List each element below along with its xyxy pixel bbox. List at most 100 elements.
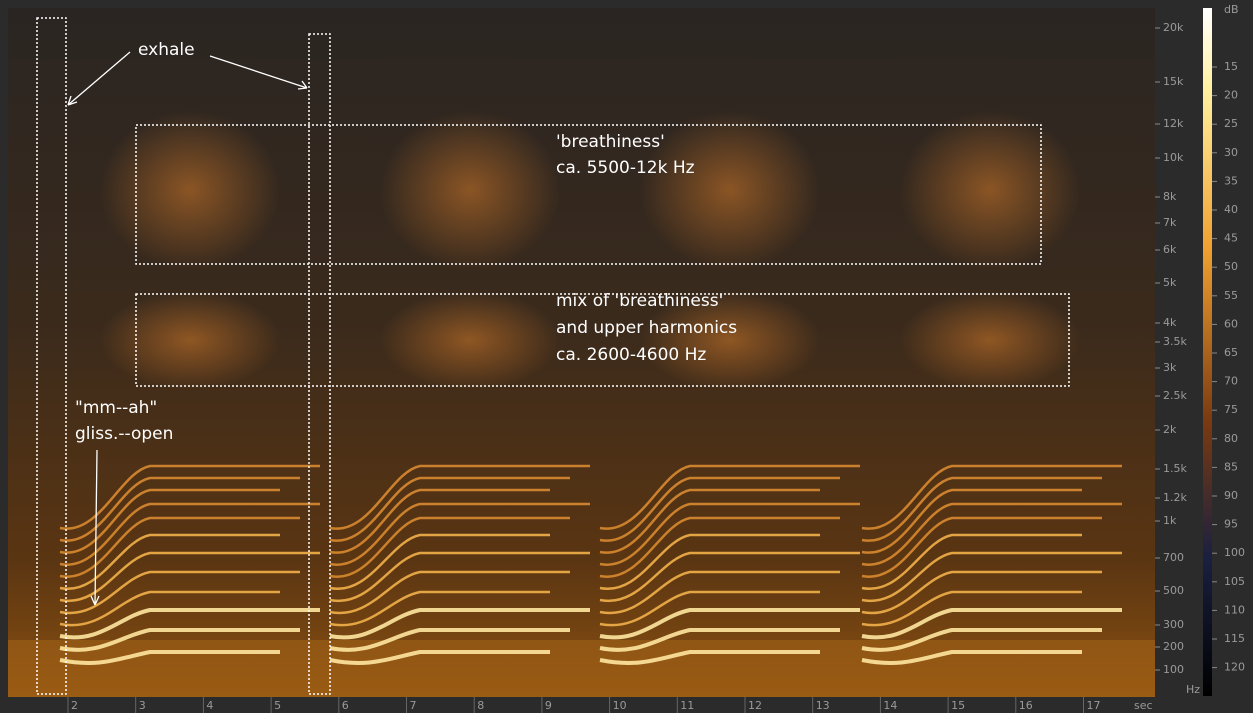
db-tick-label: 60 xyxy=(1224,317,1238,330)
annotation: and upper harmonics xyxy=(556,318,737,338)
db-tick-label: 90 xyxy=(1224,489,1238,502)
harmonic xyxy=(861,650,1082,665)
harmonic xyxy=(329,533,550,590)
harmonic xyxy=(599,516,840,578)
harmonic xyxy=(329,608,590,640)
db-tick-label: 30 xyxy=(1224,146,1238,159)
harmonic xyxy=(59,650,280,665)
harmonic xyxy=(329,551,590,603)
y-tick-label: 4k xyxy=(1163,316,1177,329)
annotation: 'breathiness' xyxy=(556,132,665,152)
db-unit: dB xyxy=(1224,3,1239,16)
y-tick-label: 8k xyxy=(1163,190,1177,203)
y-tick-label: 1.5k xyxy=(1163,462,1187,475)
db-tick-label: 65 xyxy=(1224,346,1238,359)
y-tick-label: 5k xyxy=(1163,276,1177,289)
harmonic xyxy=(599,533,820,590)
y-tick-label: 200 xyxy=(1163,640,1184,653)
harmonic xyxy=(59,628,300,652)
db-tick-label: 15 xyxy=(1224,60,1238,73)
harmonic xyxy=(599,476,840,542)
harmonic xyxy=(59,516,300,578)
x-tick-label: 2 xyxy=(71,699,78,712)
x-tick-label: 10 xyxy=(613,699,627,712)
x-tick-label: 16 xyxy=(1019,699,1033,712)
noise-glow xyxy=(900,290,1080,390)
noise-glow xyxy=(380,110,560,270)
x-tick-label: 7 xyxy=(410,699,417,712)
harmonic xyxy=(861,502,1122,566)
noise-glow xyxy=(100,110,280,270)
y-axis-unit: Hz xyxy=(1186,683,1200,696)
breathiness-box xyxy=(135,124,1042,265)
harmonic xyxy=(329,590,550,627)
harmonic xyxy=(59,502,320,566)
y-tick-label: 15k xyxy=(1163,75,1184,88)
harmonic xyxy=(329,650,550,665)
x-tick-label: 11 xyxy=(680,699,694,712)
y-tick-label: 100 xyxy=(1163,663,1184,676)
db-tick-label: 80 xyxy=(1224,432,1238,445)
harmonic xyxy=(861,516,1102,578)
y-tick-label: 10k xyxy=(1163,151,1184,164)
harmonic xyxy=(59,533,280,590)
harmonic xyxy=(599,570,840,615)
x-tick-label: 17 xyxy=(1087,699,1101,712)
db-tick-label: 35 xyxy=(1224,174,1238,187)
harmonic xyxy=(329,488,550,554)
harmonic xyxy=(861,533,1082,590)
annotation: "mm--ah" xyxy=(75,398,157,418)
x-tick-label: 6 xyxy=(342,699,349,712)
harmonic xyxy=(599,464,860,530)
db-color-bar xyxy=(1203,8,1212,696)
mix-box xyxy=(135,293,1070,387)
arrow xyxy=(67,51,131,106)
x-tick-label: 8 xyxy=(477,699,484,712)
harmonic xyxy=(599,628,840,652)
y-tick-label: 12k xyxy=(1163,117,1184,130)
harmonic xyxy=(599,488,820,554)
exhale-box xyxy=(36,17,67,695)
x-tick-label: 3 xyxy=(139,699,146,712)
harmonic xyxy=(329,570,570,615)
x-tick-label: 5 xyxy=(274,699,281,712)
harmonic xyxy=(59,488,280,554)
db-tick-label: 100 xyxy=(1224,546,1245,559)
x-tick-label: 4 xyxy=(206,699,213,712)
db-tick-label: 85 xyxy=(1224,460,1238,473)
axes: 20k 15k 12k 10k 8k 7k 6k 5k 4k 3.5k 3k 2.5k 2k 1.5k 1.… xyxy=(67,3,1245,713)
harmonic xyxy=(329,502,590,566)
y-tick-label: 3.5k xyxy=(1163,335,1187,348)
harmonic xyxy=(599,650,820,665)
noise-glow xyxy=(640,110,820,270)
y-tick-label: 7k xyxy=(1163,216,1177,229)
harmonic xyxy=(59,608,320,640)
arrow xyxy=(209,55,308,90)
db-tick-label: 110 xyxy=(1224,603,1245,616)
annotation: ca. 5500-12k Hz xyxy=(556,158,695,178)
harmonic xyxy=(861,590,1082,627)
harmonic xyxy=(599,551,860,603)
y-tick-label: 20k xyxy=(1163,21,1184,34)
harmonic xyxy=(861,476,1102,542)
harmonic xyxy=(599,590,820,627)
harmonic xyxy=(329,628,570,652)
harmonic xyxy=(59,464,320,530)
y-tick-label: 700 xyxy=(1163,551,1184,564)
y-tick-label: 1.2k xyxy=(1163,491,1187,504)
noise-glow xyxy=(640,290,820,390)
harmonic xyxy=(59,476,300,542)
harmonic xyxy=(599,502,860,566)
annotation: ca. 2600-4600 Hz xyxy=(556,345,706,365)
db-tick-label: 75 xyxy=(1224,403,1238,416)
harmonic xyxy=(861,570,1102,615)
harmonics xyxy=(8,110,1155,697)
y-tick-label: 2k xyxy=(1163,423,1177,436)
arrow xyxy=(90,449,100,606)
y-tick-label: 3k xyxy=(1163,361,1177,374)
harmonic xyxy=(861,551,1122,603)
y-tick-label: 2.5k xyxy=(1163,389,1187,402)
y-tick-label: 300 xyxy=(1163,618,1184,631)
db-tick-label: 95 xyxy=(1224,518,1238,531)
x-tick-label: 15 xyxy=(951,699,965,712)
